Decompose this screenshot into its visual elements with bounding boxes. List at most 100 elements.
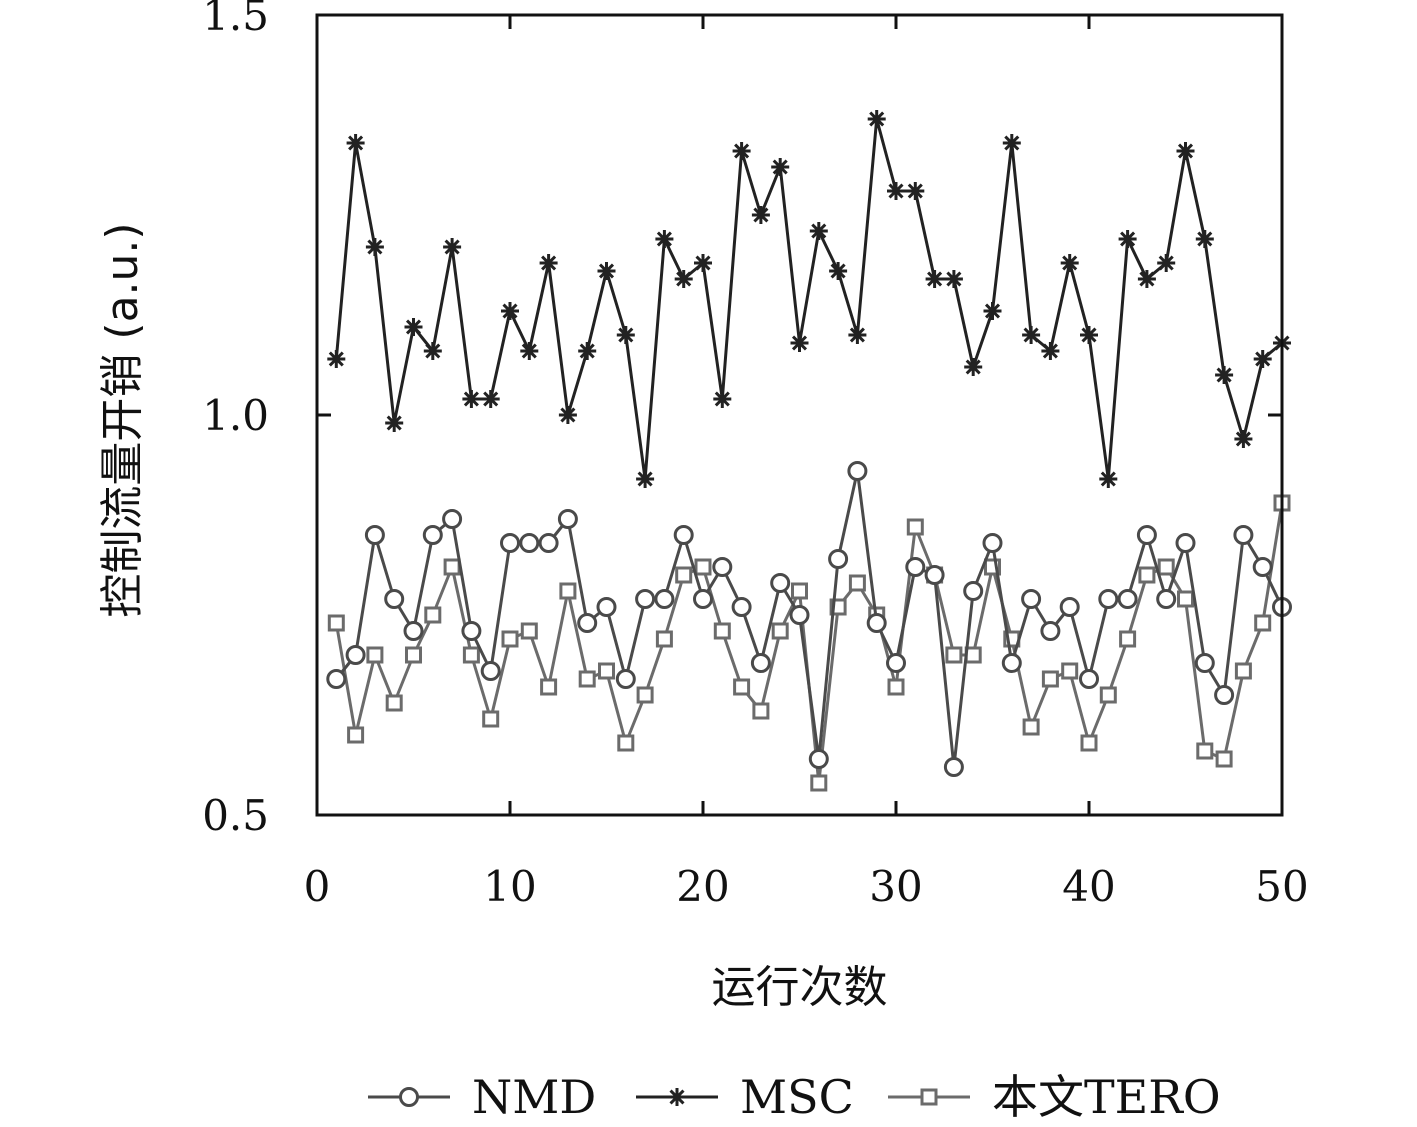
- data-point: [943, 757, 964, 777]
- data-point: [385, 694, 403, 712]
- y-tick-label: 1.0: [202, 391, 269, 440]
- data-point: [654, 589, 675, 609]
- data-point: [1041, 670, 1059, 688]
- data-point: [945, 646, 963, 664]
- data-point: [1119, 630, 1137, 648]
- data-point: [1252, 557, 1273, 577]
- data-point: [616, 326, 635, 344]
- data-point: [1196, 742, 1214, 760]
- data-point: [1099, 470, 1118, 488]
- data-point: [1117, 589, 1138, 609]
- y-tick-label: 0.5: [202, 791, 269, 840]
- data-point: [1022, 718, 1040, 736]
- data-point: [905, 557, 926, 577]
- data-point: [1061, 662, 1079, 680]
- plot-frame: [315, 13, 1284, 817]
- data-point: [364, 525, 385, 545]
- data-point: [403, 621, 424, 641]
- y-axis-title: 控制流量开销 (a.u.): [97, 222, 148, 617]
- data-point: [327, 350, 346, 368]
- data-point: [771, 158, 790, 176]
- data-point: [480, 661, 501, 681]
- data-point: [443, 558, 461, 576]
- data-point: [1138, 566, 1156, 584]
- data-point: [636, 470, 655, 488]
- data-point: [752, 702, 770, 720]
- data-point: [424, 606, 442, 624]
- data-point: [538, 533, 559, 553]
- data-point: [924, 565, 945, 585]
- data-point: [461, 621, 482, 641]
- data-point: [1022, 326, 1041, 344]
- data-point: [615, 669, 636, 689]
- series-line: [335, 469, 1284, 769]
- data-point: [500, 533, 520, 553]
- data-point: [1234, 662, 1252, 680]
- data-point: [655, 230, 674, 248]
- data-point: [1041, 342, 1060, 360]
- data-point: [655, 630, 673, 648]
- data-point: [635, 589, 656, 609]
- data-point: [520, 622, 538, 640]
- data-point: [1059, 597, 1080, 617]
- data-point: [1253, 350, 1272, 368]
- data-point: [713, 390, 732, 408]
- data-point: [1060, 254, 1079, 272]
- data-point: [847, 461, 868, 481]
- series-0: [326, 461, 1292, 777]
- data-point: [404, 318, 423, 336]
- data-point: [559, 582, 577, 600]
- data-point: [809, 222, 828, 240]
- data-point: [751, 206, 770, 224]
- data-point: [887, 182, 905, 200]
- data-point: [1157, 254, 1176, 272]
- data-point: [1157, 558, 1175, 576]
- data-point: [1177, 590, 1194, 608]
- data-point: [539, 254, 558, 272]
- data-point: [694, 558, 712, 576]
- data-point: [829, 262, 848, 280]
- data-point: [712, 557, 733, 577]
- data-point: [365, 238, 384, 256]
- data-point: [384, 589, 405, 609]
- data-point: [848, 574, 866, 592]
- axes: 0 10 20 30 40 50 0.5 1.0 1.5: [202, 0, 1309, 911]
- legend-marker: [920, 1088, 938, 1106]
- data-point: [1099, 686, 1117, 704]
- data-point: [810, 774, 828, 792]
- series-line: [334, 117, 1283, 481]
- data-point: [733, 678, 751, 696]
- data-point: [481, 390, 500, 408]
- data-point: [906, 182, 925, 200]
- x-axis-title: 运行次数: [712, 962, 888, 1013]
- x-tick-label: 30: [869, 862, 922, 911]
- y-tick-label: 1.5: [202, 0, 269, 40]
- data-point: [442, 509, 463, 529]
- data-point: [906, 518, 924, 536]
- data-point: [1175, 533, 1196, 553]
- data-point: [1215, 750, 1233, 768]
- data-point: [557, 509, 578, 529]
- data-point: [1233, 525, 1254, 545]
- legend-item: 本文TERO: [888, 1070, 1221, 1124]
- data-point: [1040, 621, 1061, 641]
- data-point: [1118, 230, 1137, 248]
- data-point: [1021, 589, 1042, 609]
- data-point: [1001, 653, 1022, 673]
- data-point: [558, 406, 577, 424]
- data-point: [982, 533, 1003, 553]
- data-point: [1234, 430, 1253, 448]
- data-point: [1080, 326, 1098, 344]
- x-tick-label: 10: [483, 862, 536, 911]
- data-point: [326, 669, 347, 689]
- legend-item: NMD: [368, 1070, 596, 1124]
- data-point: [1176, 142, 1195, 160]
- data-point: [674, 270, 693, 288]
- data-point: [675, 566, 693, 584]
- data-point: [1195, 230, 1214, 248]
- data-point: [1098, 589, 1119, 609]
- legend-marker: [399, 1087, 419, 1107]
- data-point: [423, 342, 442, 360]
- x-tick-label: 0: [304, 862, 331, 911]
- data-point: [693, 589, 713, 609]
